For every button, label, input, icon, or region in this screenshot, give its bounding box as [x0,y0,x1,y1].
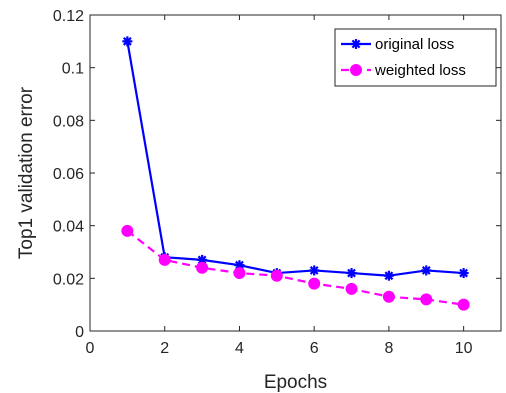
legend-box [334,28,497,87]
y-tick-label: 0.08 [53,113,84,130]
x-axis-title: Epochs [264,372,327,393]
data-point [196,261,209,274]
data-point [121,224,134,237]
data-point [382,290,395,303]
series-layer [121,36,470,311]
y-tick-label: 0.1 [62,61,84,78]
x-tick-label: 0 [86,340,95,357]
y-axis-title: Top1 validation error [16,86,37,259]
data-point [309,265,320,276]
data-point [421,265,432,276]
data-point [420,293,433,306]
x-tick-label: 8 [384,340,393,357]
series-line-2 [126,230,464,306]
legend-label: original loss [375,36,454,53]
data-point [458,268,469,279]
legend-label: weighted loss [374,62,466,79]
y-tick-label: 0.04 [53,219,84,236]
data-point [383,270,394,281]
series-line-1 [126,41,464,277]
legend-marker [351,39,361,49]
data-point [158,253,171,266]
y-axis: 0 0.02 0.04 0.06 0.08 0.1 0.12 [53,8,501,341]
y-tick-label: 0 [75,324,84,341]
data-point [233,267,246,280]
data-point [270,269,283,282]
data-point [122,36,133,47]
x-tick-label: 2 [160,340,169,357]
data-point [346,268,357,279]
data-point [345,282,358,295]
data-point [308,277,321,290]
x-tick-label: 4 [235,340,244,357]
x-tick-label: 6 [310,340,319,357]
x-tick-label: 10 [455,340,473,357]
data-point [457,298,470,311]
plot-frame [89,14,502,332]
legend: original loss weighted loss [334,28,497,87]
y-tick-label: 0.02 [53,271,84,288]
y-tick-label: 0.06 [53,166,84,183]
legend-marker [350,64,362,76]
y-tick-label: 0.12 [53,8,84,25]
